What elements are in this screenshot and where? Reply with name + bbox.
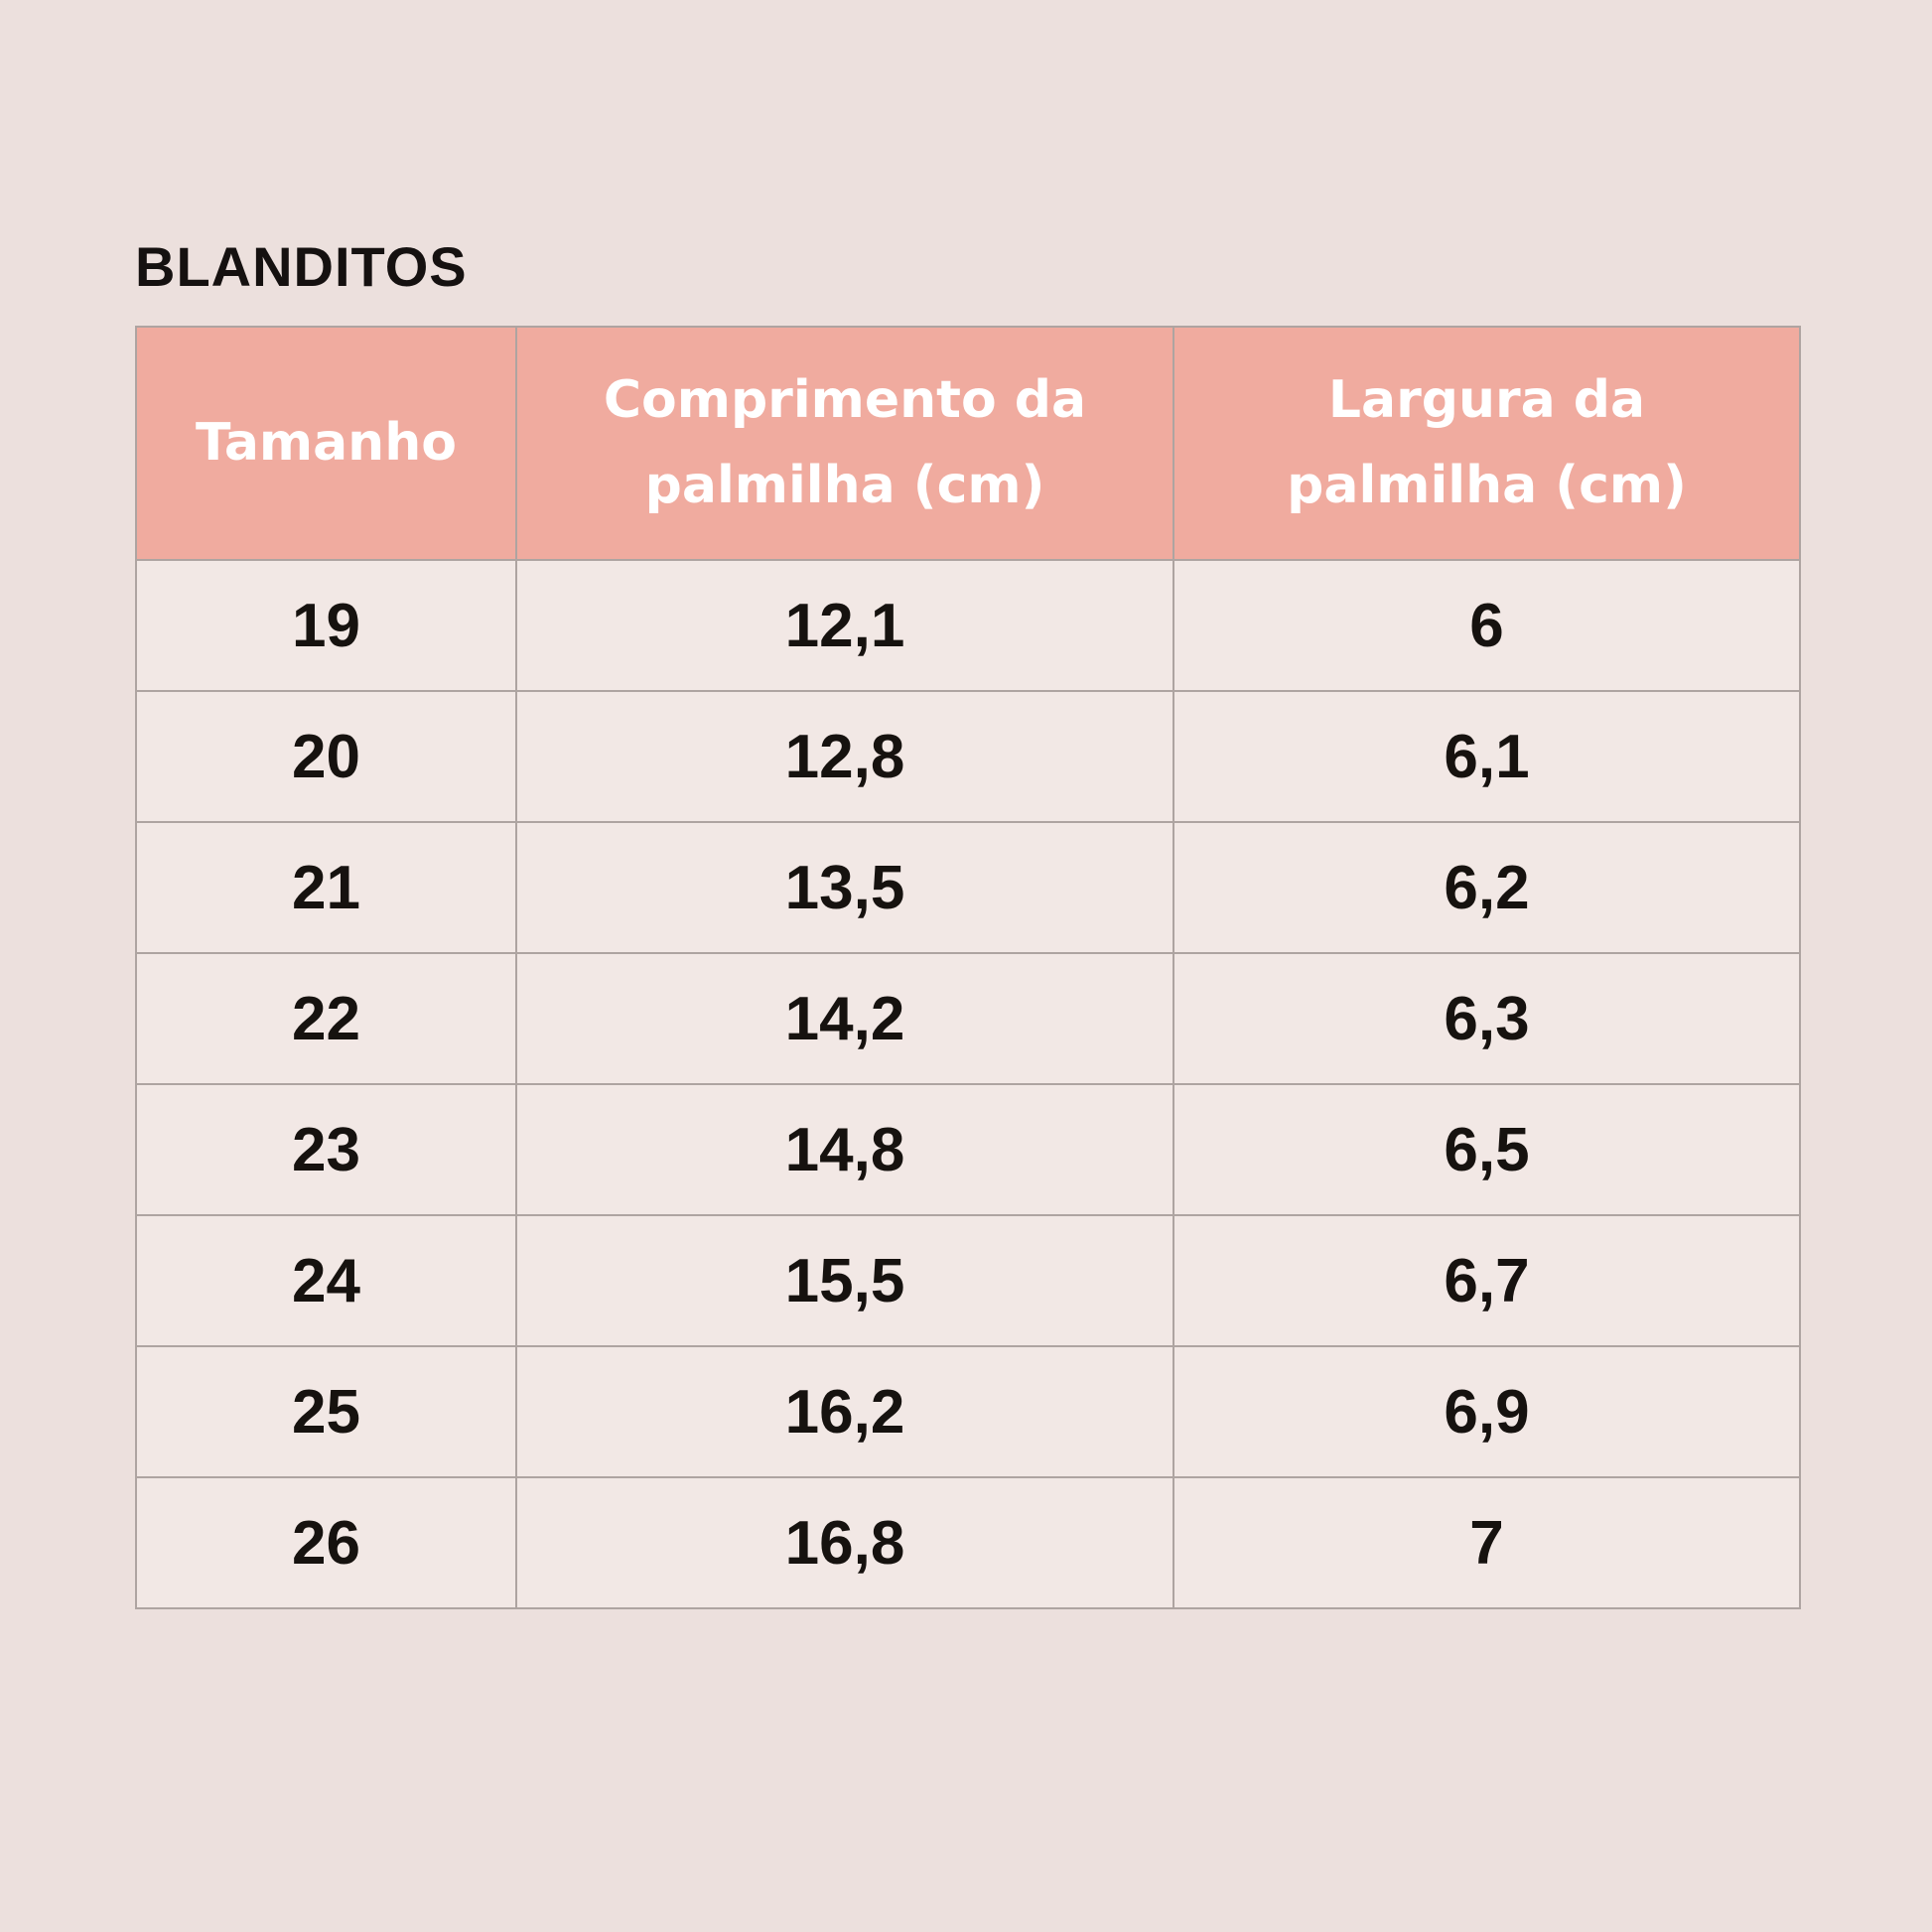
table-body: 19 12,1 6 20 12,8 6,1 21 13,5 6,2 22 14,… — [135, 559, 1801, 1609]
cell-tamanho: 19 — [135, 559, 517, 692]
header-tamanho: Tamanho — [135, 326, 517, 561]
cell-largura: 6,1 — [1173, 690, 1801, 823]
cell-largura: 6,9 — [1173, 1345, 1801, 1478]
cell-tamanho: 25 — [135, 1345, 517, 1478]
table-row: 25 16,2 6,9 — [135, 1345, 1801, 1478]
cell-comprimento: 16,2 — [515, 1345, 1174, 1478]
cell-comprimento: 15,5 — [515, 1214, 1174, 1347]
table-row: 24 15,5 6,7 — [135, 1214, 1801, 1347]
cell-comprimento: 12,8 — [515, 690, 1174, 823]
cell-largura: 7 — [1173, 1476, 1801, 1609]
cell-comprimento: 12,1 — [515, 559, 1174, 692]
table-row: 22 14,2 6,3 — [135, 952, 1801, 1085]
cell-largura: 6 — [1173, 559, 1801, 692]
header-row: Tamanho Comprimento da palmilha (cm) Lar… — [135, 326, 1801, 561]
cell-comprimento: 16,8 — [515, 1476, 1174, 1609]
size-table: Tamanho Comprimento da palmilha (cm) Lar… — [135, 326, 1801, 1609]
header-largura-palmilha: Largura da palmilha (cm) — [1173, 326, 1801, 561]
table-row: 19 12,1 6 — [135, 559, 1801, 692]
table-row: 20 12,8 6,1 — [135, 690, 1801, 823]
cell-comprimento: 14,2 — [515, 952, 1174, 1085]
cell-largura: 6,7 — [1173, 1214, 1801, 1347]
header-comprimento-palmilha: Comprimento da palmilha (cm) — [515, 326, 1174, 561]
cell-tamanho: 24 — [135, 1214, 517, 1347]
table-row: 23 14,8 6,5 — [135, 1083, 1801, 1216]
table-header: Tamanho Comprimento da palmilha (cm) Lar… — [135, 326, 1801, 561]
cell-tamanho: 20 — [135, 690, 517, 823]
cell-tamanho: 23 — [135, 1083, 517, 1216]
table-row: 21 13,5 6,2 — [135, 821, 1801, 954]
cell-comprimento: 14,8 — [515, 1083, 1174, 1216]
cell-tamanho: 21 — [135, 821, 517, 954]
cell-largura: 6,3 — [1173, 952, 1801, 1085]
cell-tamanho: 26 — [135, 1476, 517, 1609]
cell-largura: 6,5 — [1173, 1083, 1801, 1216]
table-row: 26 16,8 7 — [135, 1476, 1801, 1609]
page-title: BLANDITOS — [135, 235, 468, 298]
cell-largura: 6,2 — [1173, 821, 1801, 954]
cell-tamanho: 22 — [135, 952, 517, 1085]
cell-comprimento: 13,5 — [515, 821, 1174, 954]
